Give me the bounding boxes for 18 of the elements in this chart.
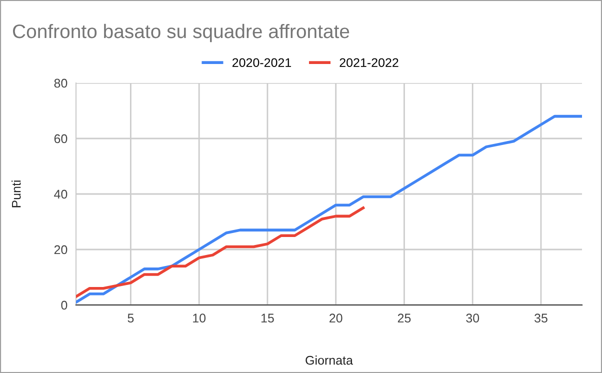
chart-title: Confronto basato su squadre affrontate bbox=[12, 24, 350, 42]
y-tick-label: 40 bbox=[54, 190, 68, 199]
x-axis-title: Giornata bbox=[306, 356, 353, 365]
x-tick-label: 5 bbox=[128, 314, 134, 323]
y-tick-label: 0 bbox=[61, 300, 68, 310]
y-tick-label: 60 bbox=[54, 134, 68, 144]
x-tick-label: 35 bbox=[534, 314, 548, 323]
legend-label: 2020-2021 bbox=[232, 58, 292, 68]
y-tick-label: 20 bbox=[54, 245, 68, 254]
line-series bbox=[76, 206, 365, 298]
x-tick-label: 30 bbox=[466, 314, 480, 323]
x-tick-label: 10 bbox=[193, 314, 206, 323]
y-tick-label: 80 bbox=[54, 78, 68, 88]
legend-label: 2021-2022 bbox=[340, 58, 398, 68]
x-tick-label: 25 bbox=[398, 314, 411, 323]
y-axis-title: Punti bbox=[12, 180, 21, 208]
x-tick-label: 20 bbox=[330, 314, 342, 323]
x-tick-label: 15 bbox=[261, 314, 274, 323]
